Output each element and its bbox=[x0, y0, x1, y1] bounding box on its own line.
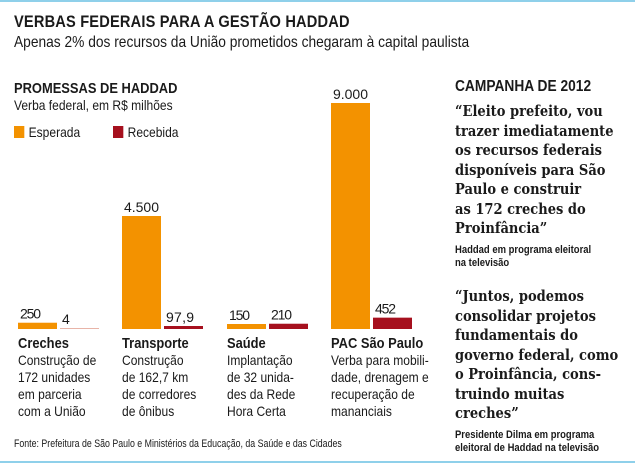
category-description: Implantação de 32 unida- des da Rede Hor… bbox=[227, 352, 296, 419]
legend-item-recebida: Recebida bbox=[112, 124, 179, 140]
bar-esperada-2 bbox=[227, 324, 266, 329]
bar-value-label: 4 bbox=[62, 311, 70, 327]
chart-legend: Esperada Recebida bbox=[14, 124, 211, 140]
category-name: Transporte bbox=[122, 335, 189, 352]
chart-subtitle: Verba federal, em R$ milhões bbox=[14, 97, 173, 113]
category-saude: Saúde Implantação de 32 unida- des da Re… bbox=[227, 335, 337, 420]
bottom-rule bbox=[0, 461, 635, 463]
source-note: Fonte: Prefeitura de São Paulo e Ministé… bbox=[14, 438, 342, 450]
quote-dilma: “Juntos, podemos consolidar projetos fun… bbox=[455, 288, 619, 422]
bar-recebida-3 bbox=[373, 317, 412, 329]
bar-value-label: 97,9 bbox=[166, 309, 194, 325]
legend-label: Esperada bbox=[28, 124, 81, 140]
category-name: Creches bbox=[18, 335, 69, 352]
bar-esperada-0 bbox=[18, 322, 57, 329]
page-subtitle: Apenas 2% dos recursos da União prometid… bbox=[14, 34, 470, 51]
legend-swatch-recebida bbox=[112, 126, 124, 138]
category-transporte: Transporte Construção de 162,7 km de cor… bbox=[122, 335, 232, 420]
category-name: PAC São Paulo bbox=[331, 335, 424, 352]
category-name: Saúde bbox=[227, 335, 266, 352]
top-rule bbox=[0, 0, 635, 2]
category-pac: PAC São Paulo Verba para mobili- dade, d… bbox=[331, 335, 441, 420]
bar-recebida-2 bbox=[269, 323, 308, 329]
bar-value-label: 250 bbox=[20, 306, 41, 322]
bar-esperada-3 bbox=[331, 103, 370, 329]
page-title: VERBAS FEDERAIS PARA A GESTÃO HADDAD bbox=[14, 12, 350, 31]
legend-swatch-esperada bbox=[14, 126, 25, 138]
category-description: Verba para mobili- dade, drenagem e recu… bbox=[331, 352, 429, 419]
campaign-title: CAMPANHA DE 2012 bbox=[455, 78, 592, 95]
quote-attribution: Haddad em programa eleitoral na televisã… bbox=[455, 243, 592, 269]
bar-recebida-0 bbox=[60, 328, 99, 329]
bar-esperada-1 bbox=[122, 216, 161, 329]
quote-attribution: Presidente Dilma em programa eleitoral d… bbox=[455, 428, 600, 454]
bar-value-label: 150 bbox=[229, 307, 250, 323]
chart-title: PROMESSAS DE HADDAD bbox=[14, 80, 178, 97]
legend-label: Recebida bbox=[127, 124, 179, 140]
campaign-quote-2: “Juntos, podemos consolidar projetos fun… bbox=[455, 287, 630, 455]
category-description: Construção de 162,7 km de corredores de … bbox=[122, 352, 197, 419]
quote-haddad: “Eleito prefeito, vou trazer imediatamen… bbox=[455, 103, 614, 237]
bar-recebida-1 bbox=[164, 326, 203, 329]
bar-value-label: 9.000 bbox=[333, 86, 368, 102]
campaign-panel: CAMPANHA DE 2012 “Eleito prefeito, vou t… bbox=[455, 78, 630, 270]
category-creches: Creches Construção de 172 unidades em pa… bbox=[18, 335, 128, 420]
bar-value-label: 452 bbox=[375, 301, 396, 317]
bar-value-label: 210 bbox=[271, 307, 292, 323]
bar-value-label: 4.500 bbox=[124, 199, 159, 215]
legend-item-esperada: Esperada bbox=[14, 124, 80, 140]
category-description: Construção de 172 unidades em parceria c… bbox=[18, 352, 97, 419]
